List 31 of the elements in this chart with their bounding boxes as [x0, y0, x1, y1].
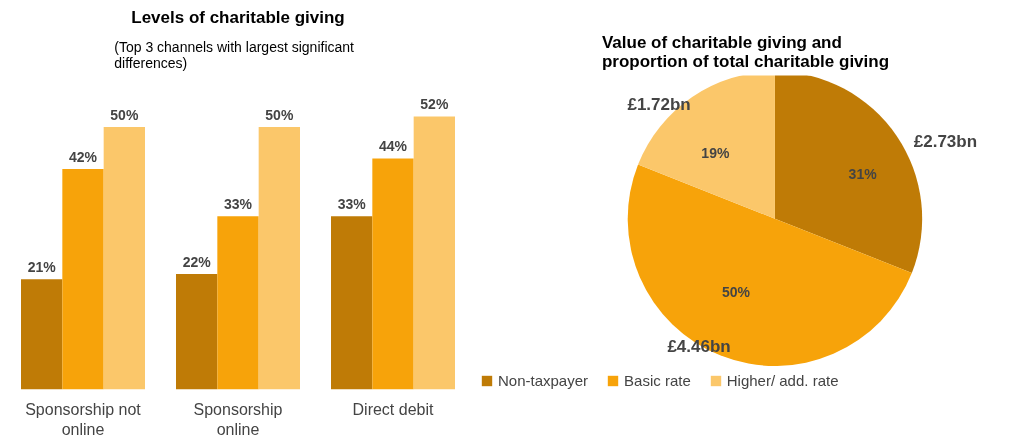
data-label: 44%: [378, 138, 408, 155]
x-tick-label: Sponsorship not online: [25, 400, 142, 438]
data-label: 22%: [182, 253, 212, 270]
data-label: 19%: [701, 145, 730, 162]
bar: [331, 216, 373, 390]
data-label: 52%: [420, 96, 449, 113]
data-label: 21%: [27, 259, 57, 276]
chart-title: Levels of charitable giving: [131, 7, 345, 27]
x-tick-label: Direct debit: [352, 400, 435, 418]
chart-subtitle: (Top 3 channels with largest significant differences): [114, 38, 355, 71]
bar: [217, 216, 259, 390]
bar: [176, 273, 218, 390]
data-label: 33%: [223, 196, 253, 213]
legend-label: Higher/ add. rate: [726, 372, 839, 389]
bar: [62, 168, 104, 390]
x-tick-label: Sponsorship online: [193, 400, 283, 438]
legend-label: Non-taxpayer: [498, 372, 589, 389]
bar: [413, 116, 455, 390]
bar: [21, 279, 63, 390]
bar: [372, 158, 414, 390]
data-label: 31%: [848, 166, 878, 183]
legend-label: Basic rate: [624, 372, 691, 389]
data-label: 33%: [337, 196, 367, 213]
bar: [103, 126, 145, 390]
bar: [258, 126, 300, 390]
chart-title: Value of charitable giving and proportion of total charitable giving: [601, 32, 890, 71]
data-label: 50%: [110, 106, 139, 123]
data-label: 42%: [68, 148, 98, 165]
data-label: 50%: [265, 106, 294, 123]
data-label: 50%: [721, 284, 751, 301]
text: £2.73bn: [913, 131, 978, 151]
